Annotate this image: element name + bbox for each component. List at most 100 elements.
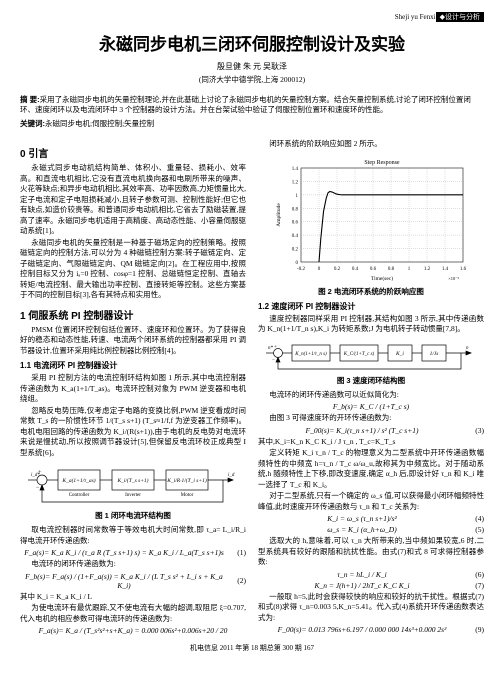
keywords-text: 永磁同步电机;伺服控制;矢量控制 (45, 119, 154, 128)
sec1-p1: PMSM 位置闭环控制包括位置环、速度环和位置环。为了获得良好的稳态和动态性能,… (20, 325, 246, 357)
svg-text:0: 0 (296, 261, 299, 266)
article-title: 永磁同步电机三闭环伺服控制设计及实验 (20, 30, 484, 55)
eq8-num: (7) (466, 581, 484, 590)
svg-text:-0.2: -0.2 (297, 267, 305, 272)
sec1-2-p2: 电流环的闭环传递函数可以近似简化为: (258, 390, 484, 401)
svg-text:0.4: 0.4 (292, 234, 299, 239)
svg-text:0: 0 (318, 267, 321, 272)
svg-text:1.4: 1.4 (292, 167, 299, 172)
sec1-2-p8: 一般取 h=5,此时会获得较快的响应和较好的抗干扰性。根据式(7)和式(8)求得… (258, 592, 484, 624)
sec1-1-p4: 电流环的闭环传递函数为: (20, 559, 246, 570)
sec1-2-heading: 1.2 速度闭环 PI 控制器设计 (258, 301, 484, 312)
svg-text:1.2: 1.2 (424, 267, 431, 272)
header-section: ◆设计与分析 (436, 12, 484, 22)
sec1-2-p6: 对于二型系统,只有一个确定的 ω_s 值,可以获得最小闭环幅频特性峰值,此时速度… (258, 491, 484, 512)
eq6b-body: ω_s = K_i (α_h+ω_D) (258, 525, 466, 534)
eq3-body: F_a(s)= K_a / (T_s²s²+s+K_a) = 0.000 006… (20, 626, 246, 635)
equation-1: F_a(s)= K_a K_i / (τ_a R (T_s s+1) s) = … (20, 548, 246, 557)
eq6-num: (4) (466, 514, 484, 523)
affiliation: (同济大学中德学院,上海 200012) (20, 74, 484, 85)
eq7-num: (6) (466, 570, 484, 579)
page: Sheji yu Fenxi◆设计与分析 永磁同步电机三闭环伺服控制设计及实验 … (0, 0, 504, 661)
abstract-text: 采用了永磁同步电机的矢量控制理论,并在此基础上讨论了永磁同步电机的矢量控制方案。… (20, 95, 471, 114)
svg-text:1.6: 1.6 (460, 267, 467, 272)
sec1-2-p3: 由图 3 可得速度环的开环传递函数为: (258, 413, 484, 424)
equation-2: F_b(s)= F_a(s) / (1+F_a(s)) = K_a K_i / … (20, 572, 246, 590)
sec1-2-p4: 其中,K_i=K_n K_C K_i / J τ_n , T_c=K_T_s (258, 437, 484, 448)
sec0-p1: 永磁式同步电动机结构简单、体积小、重量轻、损耗小、效率高。和直流电机相比,它没有… (20, 163, 246, 237)
svg-text:1/Js: 1/Js (430, 351, 439, 357)
eq5-body: F_00(s)= K_i(τ_n s+1) / s² (T_c s+1) (258, 426, 466, 435)
svg-text:−: − (272, 358, 275, 363)
svg-text:×10⁻³: ×10⁻³ (448, 276, 459, 281)
svg-text:Step Response: Step Response (364, 160, 400, 166)
authors: 殷旦健 朱 元 吴耿泽 (20, 61, 484, 72)
eq6-body: K_i = ω_s (τ_n s+1)/s² (258, 514, 466, 523)
svg-text:K_a(1+1/τ_as): K_a(1+1/τ_as) (61, 477, 95, 484)
header-pinyin: Sheji yu Fenxi (395, 13, 436, 21)
eq5-num: (3) (466, 426, 484, 435)
keywords-label: 关键词: (20, 119, 45, 128)
sec0-heading: 0 引言 (20, 145, 246, 160)
header-tag: Sheji yu Fenxi◆设计与分析 (20, 12, 484, 22)
keywords: 关键词:永磁同步电机;伺服控制;矢量控制 (20, 118, 484, 129)
svg-text:1: 1 (296, 194, 299, 199)
sec1-1-heading: 1.1 电流闭环 PI 控制器设计 (20, 360, 246, 371)
svg-text:K_i: K_i (395, 351, 404, 357)
col2-intro: 闭环系统的阶跃响应如图 2 所示。 (258, 139, 484, 150)
svg-text:Controller: Controller (69, 493, 90, 498)
figure-3: K_n(1+1/τ_n s) K_C/(1+T_c s) K_i 1/Js n*… (258, 339, 484, 373)
svg-text:1.4: 1.4 (442, 267, 449, 272)
svg-text:n*: n* (268, 346, 274, 351)
fig3-caption: 图 3 速度闭环结构图 (258, 375, 484, 386)
fig1-svg: K_a(1+1/τ_as) Controller K_i/(T_s s+1) I… (28, 462, 238, 508)
equation-3: F_a(s)= K_a / (T_s²s²+s+K_a) = 0.000 006… (20, 626, 246, 635)
eq9-num: (9) (466, 625, 484, 634)
sec1-1-p1: 采用 PI 控制方法的电流控制环结构如图 1 所示,其中电流控制器传递函数为 K… (20, 373, 246, 405)
equation-5: F_00(s)= K_i(τ_n s+1) / s² (T_c s+1) (3) (258, 426, 484, 435)
fig3-svg: K_n(1+1/τ_n s) K_C/(1+T_c s) K_i 1/Js n*… (266, 339, 476, 373)
svg-text:0.6: 0.6 (370, 267, 377, 272)
eq1-body: F_a(s)= K_a K_i / (τ_a R (T_s s+1) s) = … (20, 548, 228, 557)
equation-9: F_00(s)= 0.013 796s+6.197 / 0.000 000 14… (258, 625, 484, 634)
svg-text:0.2: 0.2 (292, 247, 299, 252)
eq2-num: (2) (228, 576, 246, 585)
eq6b-num: (5) (466, 525, 484, 534)
equation-6b: ω_s = K_i (α_h+ω_D) (5) (258, 525, 484, 534)
svg-text:0.2: 0.2 (334, 267, 341, 272)
figure-1: K_a(1+1/τ_as) Controller K_i/(T_s s+1) I… (20, 462, 246, 508)
svg-text:1: 1 (408, 267, 411, 272)
equation-4: F_b(s)= K_C / (1+T_c s) (258, 402, 484, 411)
sec1-2-p7: 选取大的 h,意味着,可以 τ_n 大所带来的,当中频如果较宽,6 时,二型系统… (258, 536, 484, 568)
equation-8: K_n = J(h+1) / 2hT_c K_C K_i (7) (258, 581, 484, 590)
sec1-2-p1: 速度控制器同样采用 PI 控制器,其结构如图 3 所示,其中传递函数为 K_n(… (258, 314, 484, 335)
svg-text:0.8: 0.8 (292, 207, 299, 212)
svg-text:Motor: Motor (181, 493, 194, 498)
eq9-body: F_00(s)= 0.013 796s+6.197 / 0.000 000 14… (258, 625, 466, 634)
svg-text:n: n (466, 346, 469, 351)
equation-7: τ_n = hL_i / K_i (6) (258, 570, 484, 579)
sec1-1-p6: 为使电流环有最优跟踪,又不使电流有大幅的超调,取阻尼 ξ=0.707,代入电机的… (20, 603, 246, 624)
svg-text:K_i/(T_s s+1): K_i/(T_s s+1) (116, 477, 148, 484)
svg-text:−: − (36, 485, 40, 491)
svg-text:Inverter: Inverter (125, 493, 141, 498)
svg-text:K_i/R·1/(T_i s+1): K_i/R·1/(T_i s+1) (166, 477, 207, 484)
svg-text:0.8: 0.8 (388, 267, 395, 272)
eq2-body: F_b(s)= F_a(s) / (1+F_a(s)) = K_a K_i / … (20, 572, 228, 590)
svg-text:i_d: i_d (228, 473, 235, 478)
sec1-heading: 1 伺服系统 PI 控制器设计 (20, 307, 246, 322)
svg-text:Time(sec): Time(sec) (371, 275, 393, 282)
fig1-caption: 图 1 闭环电流环结构图 (20, 510, 246, 521)
left-column: 0 引言 永磁式同步电动机结构简单、体积小、重量轻、损耗小、效率高。和直流电机相… (20, 139, 246, 637)
svg-text:0.4: 0.4 (352, 267, 359, 272)
sec1-1-p3: 取电流控制器时间常数等于等效电机大时间常数,即 τ_a= L_i/R_i 得电流… (20, 525, 246, 546)
equation-6: K_i = ω_s (τ_n s+1)/s² (4) (258, 514, 484, 523)
abstract-label: 摘 要: (20, 95, 40, 104)
svg-text:0.6: 0.6 (292, 220, 299, 225)
eq8-body: K_n = J(h+1) / 2hT_c K_C K_i (258, 581, 466, 590)
right-column: 闭环系统的阶跃响应如图 2 所示。 -0.200.20.40.60.811.21… (258, 139, 484, 637)
sec1-1-p5: 其中 K_i = K_a K_i / L (20, 592, 246, 603)
eq1-num: (1) (228, 548, 246, 557)
abstract: 摘 要:采用了永磁同步电机的矢量控制理论,并在此基础上讨论了永磁同步电机的矢量控… (20, 95, 484, 115)
svg-text:K_C/(1+T_c s): K_C/(1+T_c s) (343, 352, 375, 357)
